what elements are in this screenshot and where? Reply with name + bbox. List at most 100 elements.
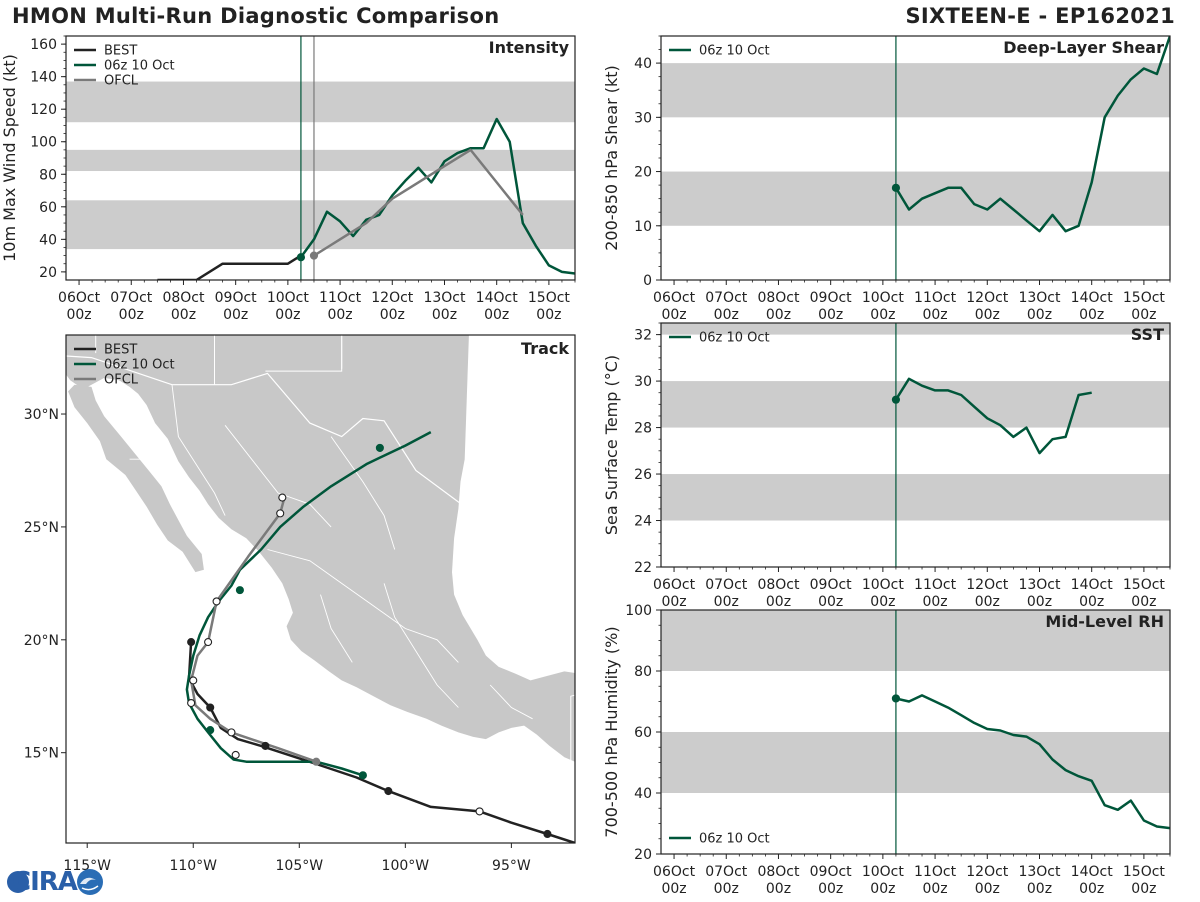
shear-band-1 bbox=[661, 63, 1170, 118]
sst-xtick-label: 11Oct bbox=[914, 577, 957, 593]
sst-xtick-sublabel: 00z bbox=[975, 594, 1000, 610]
sst-ytick-label: 28 bbox=[634, 421, 652, 437]
shear-xtick-sublabel: 00z bbox=[1027, 307, 1052, 323]
sst-xtick-label: 10Oct bbox=[862, 577, 905, 593]
intensity-xtick-label: 14Oct bbox=[476, 290, 519, 306]
rh-band-1 bbox=[661, 610, 1170, 671]
sst-series-run bbox=[894, 377, 1092, 455]
sst-ytick-label: 30 bbox=[634, 374, 652, 390]
shear-ytick-label: 40 bbox=[634, 56, 652, 72]
shear-xtick-label: 09Oct bbox=[810, 290, 853, 306]
shear-xtick-sublabel: 00z bbox=[766, 307, 791, 323]
rh-xtick-sublabel: 00z bbox=[922, 881, 947, 897]
rh-xtick-label: 15Oct bbox=[1123, 864, 1166, 880]
shear-ytick-label: 30 bbox=[634, 110, 652, 126]
shear-ytick-label: 20 bbox=[634, 165, 652, 181]
rh-xtick-label: 11Oct bbox=[914, 864, 957, 880]
sst-ytick-label: 22 bbox=[634, 560, 652, 576]
rh-xtick-label: 13Oct bbox=[1018, 864, 1061, 880]
intensity-xtick-label: 08Oct bbox=[162, 290, 205, 306]
shear-xtick-label: 12Oct bbox=[966, 290, 1009, 306]
rh-xtick-label: 12Oct bbox=[966, 864, 1009, 880]
rh-ytick-label: 60 bbox=[634, 725, 652, 741]
sst-ytick-label: 24 bbox=[634, 514, 652, 530]
track-ytick-label: 15°N bbox=[24, 746, 59, 762]
intensity-series-run bbox=[299, 117, 575, 275]
shear-xtick-label: 11Oct bbox=[914, 290, 957, 306]
track-marker-run-0 bbox=[358, 771, 367, 780]
shear-xtick-sublabel: 00z bbox=[922, 307, 947, 323]
legend-label-best: BEST bbox=[104, 343, 137, 358]
land-mainland bbox=[66, 335, 575, 762]
rh-ytick-label: 40 bbox=[634, 786, 652, 802]
water-gulf bbox=[452, 335, 575, 681]
intensity-xtick-label: 07Oct bbox=[110, 290, 153, 306]
track-xtick-label: 115°W bbox=[63, 858, 111, 874]
border-mx-sonora bbox=[171, 384, 226, 516]
sst-band-0 bbox=[661, 474, 1170, 521]
track-marker-best-2 bbox=[384, 787, 393, 796]
cira-logo: CIRA bbox=[4, 866, 108, 898]
sst-xtick-sublabel: 00z bbox=[1027, 594, 1052, 610]
intensity-xtick-label: 06Oct bbox=[58, 290, 101, 306]
rh-ytick-label: 100 bbox=[625, 603, 652, 619]
track-marker-best-4 bbox=[206, 703, 215, 712]
track-marker-best-5 bbox=[187, 638, 196, 647]
rh-xtick-label: 09Oct bbox=[810, 864, 853, 880]
track-marker-ofcl-4 bbox=[189, 676, 198, 685]
track-marker-ofcl-8 bbox=[278, 493, 287, 502]
rh-ytick-label: 20 bbox=[634, 847, 652, 863]
track-marker-ofcl-1 bbox=[231, 750, 240, 759]
sst-marker-run-0 bbox=[891, 395, 901, 404]
storm-id-title: SIXTEEN-E - EP162021 bbox=[905, 4, 1175, 28]
sst-xtick-sublabel: 00z bbox=[1079, 594, 1104, 610]
intensity-xtick-sublabel: 00z bbox=[432, 307, 457, 323]
sst-xtick-label: 14Oct bbox=[1071, 577, 1114, 593]
track-xtick-label: 105°W bbox=[276, 858, 324, 874]
intensity-ytick-label: 120 bbox=[30, 102, 57, 118]
legend-label-ofcl: OFCL bbox=[104, 74, 139, 89]
intensity-ytick-label: 80 bbox=[39, 167, 57, 183]
rh-xtick-sublabel: 00z bbox=[1027, 881, 1052, 897]
border-mx-central bbox=[267, 549, 459, 663]
rh-xtick-sublabel: 00z bbox=[1131, 881, 1156, 897]
sst-band-1 bbox=[661, 381, 1170, 428]
shear-ytick-label: 0 bbox=[643, 273, 652, 289]
rh-title: Mid-Level RH bbox=[1045, 612, 1164, 631]
track-marker-best-1 bbox=[475, 807, 484, 816]
sst-xtick-label: 08Oct bbox=[757, 577, 800, 593]
track-marker-ofcl-2 bbox=[227, 728, 236, 737]
intensity-ytick-label: 60 bbox=[39, 200, 57, 216]
sst-xtick-sublabel: 00z bbox=[714, 594, 739, 610]
track-panel: 115°W 110°W 105°W 100°W 95°W 15°N 20°N 25°N 30°N… bbox=[24, 334, 576, 874]
rh-ylabel: 700-500 hPa Humidity (%) bbox=[602, 626, 621, 837]
intensity-xtick-sublabel: 00z bbox=[223, 307, 248, 323]
shear-xtick-sublabel: 00z bbox=[975, 307, 1000, 323]
intensity-marker-run-0 bbox=[296, 253, 306, 262]
track-marker-ofcl-0 bbox=[312, 757, 321, 766]
track-marker-run-3 bbox=[375, 443, 384, 452]
track-line-best bbox=[187, 642, 575, 843]
intensity-ytick-label: 160 bbox=[30, 37, 57, 53]
track-title: Track bbox=[521, 339, 569, 358]
rh-xtick-sublabel: 00z bbox=[1079, 881, 1104, 897]
intensity-xtick-sublabel: 00z bbox=[327, 307, 352, 323]
intensity-marker-ofcl-0 bbox=[309, 251, 319, 260]
rh-xtick-sublabel: 00z bbox=[766, 881, 791, 897]
rh-xtick-label: 10Oct bbox=[862, 864, 905, 880]
cira-logo-text: CIRA bbox=[12, 867, 78, 897]
shear-series-run bbox=[894, 36, 1170, 233]
land-baja-california bbox=[68, 384, 204, 573]
shear-xtick-sublabel: 00z bbox=[818, 307, 843, 323]
intensity-xtick-sublabel: 00z bbox=[536, 307, 561, 323]
track-marker-ofcl-3 bbox=[187, 698, 196, 708]
shear-xtick-label: 07Oct bbox=[705, 290, 748, 306]
sst-ylabel: Sea Surface Temp (°C) bbox=[602, 355, 621, 535]
track-xtick-label: 95°W bbox=[492, 858, 531, 874]
rh-ytick-label: 80 bbox=[634, 664, 652, 680]
rh-xtick-sublabel: 00z bbox=[714, 881, 739, 897]
border-mx-jalisco bbox=[320, 594, 353, 663]
rh-xtick-label: 08Oct bbox=[757, 864, 800, 880]
cira-logo-icon bbox=[7, 869, 103, 895]
intensity-title: Intensity bbox=[489, 38, 570, 57]
